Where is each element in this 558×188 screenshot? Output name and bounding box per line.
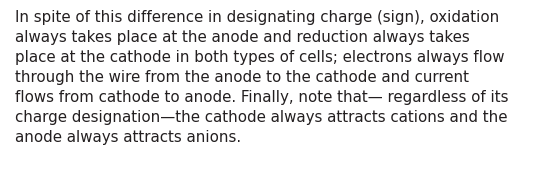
- Text: In spite of this difference in designating charge (sign), oxidation
always takes: In spite of this difference in designati…: [16, 10, 509, 145]
